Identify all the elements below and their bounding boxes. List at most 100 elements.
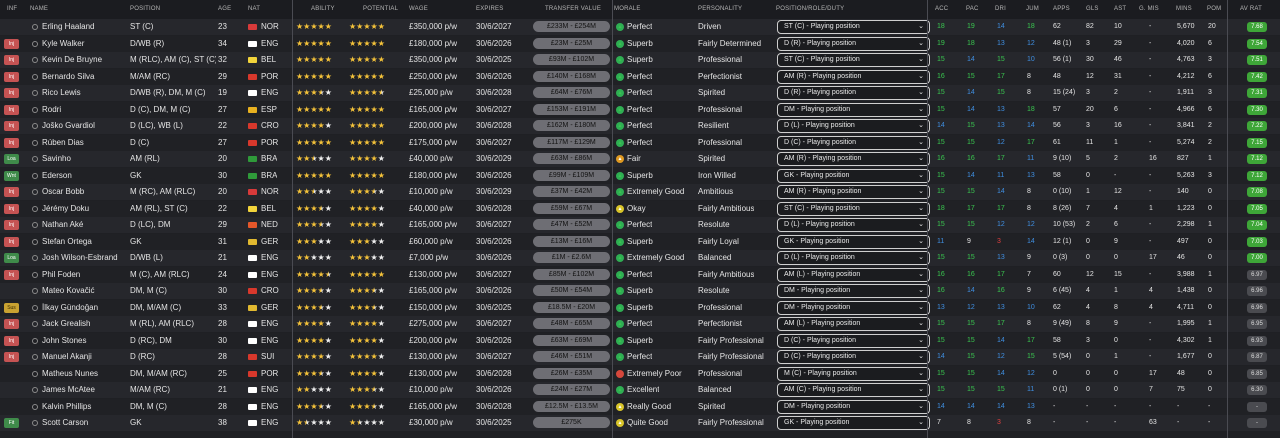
table-row[interactable]: Mateo Kovačić DM, M (C) 30 CRO ★★★★★ ★★★★★ £16… bbox=[0, 283, 1280, 299]
player-name[interactable]: Nathan Aké bbox=[42, 220, 84, 229]
role-dropdown[interactable]: ST (C) - Playing position ⌄ bbox=[777, 201, 930, 216]
player-name[interactable]: Phil Foden bbox=[42, 269, 81, 279]
player-name[interactable]: Ederson bbox=[42, 170, 72, 180]
player-name[interactable]: Rodri bbox=[42, 104, 62, 114]
table-row[interactable]: Fit Scott Carson GK 38 ENG ★★★★★ ★★★★★ £30,000 … bbox=[0, 415, 1280, 431]
table-row[interactable]: James McAtee M/AM (RC) 21 ENG ★★★★★ ★★★★★ £10,… bbox=[0, 382, 1280, 398]
role-dropdown[interactable]: AM (R) - Playing position ⌄ bbox=[777, 152, 930, 166]
role-dropdown[interactable]: ST (C) - Playing position ⌄ bbox=[777, 20, 930, 34]
player-name[interactable]: James McAtee bbox=[42, 385, 95, 394]
role-dropdown[interactable]: D (C) - Playing position ⌄ bbox=[777, 333, 930, 348]
table-row[interactable]: Inj Manuel Akanji D (RC) 28 SUI ★★★★★ ★★★★★ £13… bbox=[0, 349, 1280, 365]
col-ability[interactable]: ABILITY bbox=[311, 6, 335, 12]
player-name[interactable]: Rúben Dias bbox=[42, 137, 84, 147]
role-dropdown[interactable]: D (R) - Playing position ⌄ bbox=[777, 86, 930, 100]
col-dri[interactable]: DRI bbox=[995, 6, 1006, 12]
table-row[interactable]: Sus İlkay Gündoğan DM, M/AM (C) 33 GER ★★★★★ ★… bbox=[0, 299, 1280, 316]
role-dropdown[interactable]: AM (C) - Playing position ⌄ bbox=[777, 383, 930, 397]
player-name[interactable]: Kalvin Phillips bbox=[42, 401, 92, 411]
table-row[interactable]: Inj Rúben Dias D (C) 27 POR ★★★★★ ★★★★★ £175,00… bbox=[0, 134, 1280, 151]
status-badge[interactable]: Loa bbox=[4, 253, 19, 263]
col-expires[interactable]: EXPIRES bbox=[476, 6, 504, 12]
role-dropdown[interactable]: D (L) - Playing position ⌄ bbox=[777, 119, 930, 133]
status-badge[interactable]: Inj bbox=[4, 269, 19, 280]
status-badge[interactable]: Inj bbox=[4, 335, 19, 346]
table-row[interactable]: Kalvin Phillips DM, M (C) 28 ENG ★★★★★ ★★★★★ £… bbox=[0, 398, 1280, 415]
col-gls[interactable]: GLS bbox=[1086, 6, 1099, 12]
role-dropdown[interactable]: D (R) - Playing position ⌄ bbox=[777, 36, 930, 51]
col-jum[interactable]: JUM bbox=[1026, 6, 1039, 12]
status-badge[interactable]: Inj bbox=[4, 187, 19, 197]
table-row[interactable]: Wnt Ederson GK 30 BRA ★★★★★ ★★★★★ £180,000 p/w 3… bbox=[0, 167, 1280, 184]
player-name[interactable]: Stefan Ortega bbox=[42, 236, 92, 246]
role-dropdown[interactable]: DM - Playing position ⌄ bbox=[777, 300, 930, 315]
table-row[interactable]: Inj Joško Gvardiol D (LC), WB (L) 22 CRO ★★★★… bbox=[0, 118, 1280, 134]
status-badge[interactable]: Inj bbox=[4, 71, 19, 82]
player-name[interactable]: Jérémy Doku bbox=[42, 203, 90, 213]
table-row[interactable]: Inj Jack Grealish M (RL), AM (RLC) 28 ENG ★★★… bbox=[0, 316, 1280, 332]
col-morale[interactable]: MORALE bbox=[614, 6, 641, 12]
player-name[interactable]: Rico Lewis bbox=[42, 88, 81, 97]
col-pom[interactable]: POM bbox=[1207, 6, 1222, 12]
table-row[interactable]: Inj Stefan Ortega GK 31 GER ★★★★★ ★★★★★ £60,000… bbox=[0, 233, 1280, 250]
status-badge[interactable]: Inj bbox=[4, 88, 19, 98]
role-dropdown[interactable]: AM (L) - Playing position ⌄ bbox=[777, 267, 930, 282]
player-name[interactable]: Erling Haaland bbox=[42, 22, 95, 31]
col-age[interactable]: AGE bbox=[218, 6, 232, 12]
role-dropdown[interactable]: M (C) - Playing position ⌄ bbox=[777, 366, 930, 381]
player-name[interactable]: Kevin De Bruyne bbox=[42, 55, 103, 64]
player-name[interactable]: Bernardo Silva bbox=[42, 71, 95, 81]
col-pac[interactable]: PAC bbox=[966, 6, 979, 12]
role-dropdown[interactable]: DM - Playing position ⌄ bbox=[777, 399, 930, 414]
col-name[interactable]: NAME bbox=[30, 6, 49, 12]
role-dropdown[interactable]: D (C) - Playing position ⌄ bbox=[777, 350, 930, 364]
role-dropdown[interactable]: AM (R) - Playing position ⌄ bbox=[777, 185, 930, 199]
role-dropdown[interactable]: DM - Playing position ⌄ bbox=[777, 284, 930, 298]
role-dropdown[interactable]: AM (L) - Playing position ⌄ bbox=[777, 317, 930, 331]
player-name[interactable]: Matheus Nunes bbox=[42, 368, 99, 378]
col-nat[interactable]: NAT bbox=[248, 6, 261, 12]
col-acc[interactable]: ACC bbox=[935, 6, 949, 12]
player-name[interactable]: Oscar Bobb bbox=[42, 187, 85, 196]
status-badge[interactable]: Inj bbox=[4, 55, 19, 65]
role-dropdown[interactable]: D (L) - Playing position ⌄ bbox=[777, 251, 930, 265]
table-row[interactable]: Erling Haaland ST (C) 23 NOR ★★★★★ ★★★★★ £350,… bbox=[0, 19, 1280, 35]
player-name[interactable]: Scott Carson bbox=[42, 418, 89, 427]
player-name[interactable]: Jack Grealish bbox=[42, 319, 91, 328]
status-badge[interactable]: Inj bbox=[4, 236, 19, 247]
player-name[interactable]: Mateo Kovačić bbox=[42, 286, 95, 295]
col-potential[interactable]: POTENTIAL bbox=[363, 6, 399, 12]
table-row[interactable]: Loa Josh Wilson-Esbrand D/WB (L) 21 ENG ★★★★★… bbox=[0, 250, 1280, 266]
table-row[interactable]: Inj Jérémy Doku AM (RL), ST (C) 22 BEL ★★★★★ ★… bbox=[0, 200, 1280, 217]
status-badge[interactable]: Inj bbox=[4, 203, 19, 214]
col-inf[interactable]: INF bbox=[7, 6, 18, 12]
player-name[interactable]: Manuel Akanji bbox=[42, 352, 92, 361]
player-name[interactable]: Josh Wilson-Esbrand bbox=[42, 253, 118, 262]
role-dropdown[interactable]: ST (C) - Playing position ⌄ bbox=[777, 53, 930, 67]
status-badge[interactable]: Inj bbox=[4, 352, 19, 362]
table-row[interactable]: Loa Savinho AM (RL) 20 BRA ★★★★★ ★★★★★ £40,000 … bbox=[0, 151, 1280, 167]
status-badge[interactable]: Inj bbox=[4, 137, 19, 148]
status-badge[interactable]: Inj bbox=[4, 319, 19, 329]
player-name[interactable]: Savinho bbox=[42, 154, 71, 163]
col-avrat[interactable]: AV RAT bbox=[1240, 6, 1262, 12]
role-dropdown[interactable]: D (L) - Playing position ⌄ bbox=[777, 218, 930, 232]
status-badge[interactable]: Inj bbox=[4, 220, 19, 230]
status-badge[interactable]: Inj bbox=[4, 121, 19, 131]
table-row[interactable]: Inj Kyle Walker D/WB (R) 34 ENG ★★★★★ ★★★★★ £18… bbox=[0, 35, 1280, 52]
col-wage[interactable]: WAGE bbox=[409, 6, 428, 12]
role-dropdown[interactable]: D (C) - Playing position ⌄ bbox=[777, 135, 930, 150]
col-personality[interactable]: PERSONALITY bbox=[698, 6, 743, 12]
status-badge[interactable]: Wnt bbox=[4, 170, 19, 181]
role-dropdown[interactable]: GK - Playing position ⌄ bbox=[777, 168, 930, 183]
status-badge[interactable]: Fit bbox=[4, 418, 19, 428]
role-dropdown[interactable]: DM - Playing position ⌄ bbox=[777, 102, 930, 117]
status-badge[interactable]: Inj bbox=[4, 104, 19, 115]
role-dropdown[interactable]: GK - Playing position ⌄ bbox=[777, 234, 930, 249]
col-position[interactable]: POSITION bbox=[130, 6, 161, 12]
col-ast[interactable]: AST bbox=[1114, 6, 1127, 12]
role-dropdown[interactable]: GK - Playing position ⌄ bbox=[777, 416, 930, 430]
col-mins[interactable]: MINS bbox=[1176, 6, 1192, 12]
col-gmis[interactable]: G. MIS bbox=[1139, 6, 1159, 12]
status-badge[interactable]: Inj bbox=[4, 38, 19, 49]
